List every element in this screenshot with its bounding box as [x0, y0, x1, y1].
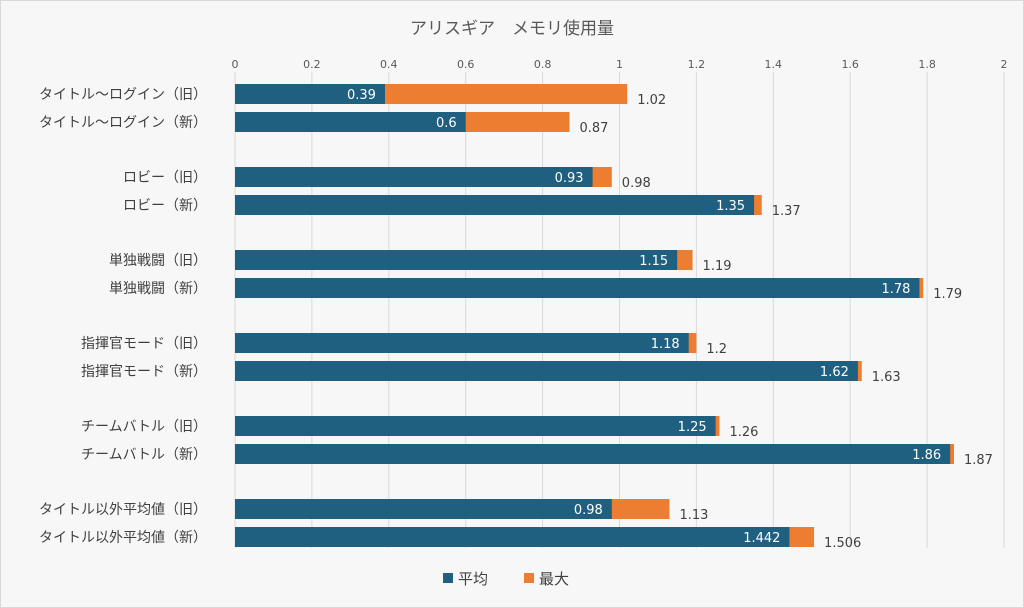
- data-label-max: 1.2: [706, 342, 727, 357]
- data-label-max: 1.37: [772, 204, 801, 219]
- legend: 平均 最大: [443, 570, 569, 588]
- data-label-max: 1.02: [637, 93, 666, 108]
- data-label-average: 1.25: [678, 420, 707, 435]
- data-label-average: 1.62: [820, 365, 849, 380]
- bar-average: [235, 416, 716, 436]
- legend-label-max: 最大: [539, 570, 569, 588]
- bar-average: [235, 527, 790, 547]
- gridlines: [234, 72, 1005, 548]
- x-tick-label: 0.4: [380, 58, 398, 71]
- data-label-average: 1.78: [881, 282, 910, 297]
- legend-swatch-max: [524, 573, 534, 583]
- category-label: 単独戦闘（新）: [109, 281, 207, 297]
- data-label-average: 0.39: [347, 88, 376, 103]
- data-label-max: 0.98: [622, 176, 651, 191]
- x-tick-label: 1.8: [918, 58, 936, 71]
- data-label-max: 0.87: [580, 121, 609, 136]
- category-labels: タイトル～ログイン（旧） タイトル～ログイン（新） ロビー（旧） ロビー（新） 単独戦闘…: [39, 87, 207, 546]
- x-tick-label: 1.2: [688, 58, 706, 71]
- data-label-max: 1.87: [964, 453, 993, 468]
- category-label: チームバトル（新）: [81, 447, 207, 463]
- data-labels: 0.39 1.02 0.6 0.87 0.93 0.98 1.35 1.37 1.15 1.19 1…: [347, 88, 993, 551]
- x-tick-label: 0.6: [457, 58, 475, 71]
- bar-average: [235, 112, 466, 132]
- legend-swatch-average: [443, 573, 453, 583]
- bar-average: [235, 444, 951, 464]
- category-label: 指揮官モード（旧）: [81, 336, 207, 352]
- data-label-max: 1.79: [933, 287, 962, 302]
- x-tick-label: 1.6: [841, 58, 859, 71]
- category-label: タイトル～ログイン（新）: [39, 115, 207, 131]
- chart-title: アリスギア メモリ使用量: [410, 18, 614, 39]
- data-label-average: 1.15: [639, 254, 668, 269]
- data-label-average: 1.35: [716, 199, 745, 214]
- category-label: 単独戦闘（旧）: [109, 253, 207, 269]
- bar-average: [235, 195, 755, 215]
- data-label-average: 1.86: [912, 448, 941, 463]
- data-label-max: 1.26: [729, 425, 758, 440]
- data-label-average: 0.6: [436, 116, 457, 131]
- x-tick-label: 0.2: [303, 58, 321, 71]
- bar-average: [235, 499, 612, 519]
- bar-average: [235, 278, 920, 298]
- data-label-average: 1.18: [651, 337, 680, 352]
- bar-average: [235, 361, 858, 381]
- data-label-max: 1.63: [872, 370, 901, 385]
- data-label-max: 1.19: [703, 259, 732, 274]
- x-tick-label: 0: [232, 58, 239, 71]
- data-label-average: 0.93: [555, 171, 584, 186]
- x-tick-label: 2: [1001, 58, 1008, 71]
- x-axis-ticks: 0 0.2 0.4 0.6 0.8 1 1.2 1.4 1.6 1.8 2: [232, 58, 1008, 71]
- category-label: 指揮官モード（新）: [81, 364, 207, 380]
- data-label-max: 1.506: [824, 536, 861, 551]
- bar-average: [235, 84, 385, 104]
- category-label: ロビー（新）: [123, 198, 207, 214]
- legend-label-average: 平均: [458, 570, 488, 588]
- category-label: チームバトル（旧）: [81, 419, 207, 435]
- bar-average: [235, 167, 593, 187]
- x-tick-label: 0.8: [534, 58, 552, 71]
- data-label-average: 0.98: [574, 503, 603, 518]
- x-tick-label: 1: [616, 58, 623, 71]
- category-label: ロビー（旧）: [123, 170, 207, 186]
- x-tick-label: 1.4: [765, 58, 783, 71]
- data-label-average: 1.442: [743, 531, 780, 546]
- data-label-max: 1.13: [679, 508, 708, 523]
- category-label: タイトル～ログイン（旧）: [39, 87, 207, 103]
- bars: [235, 84, 955, 547]
- bar-average: [235, 333, 689, 353]
- category-label: タイトル以外平均値（旧）: [39, 502, 207, 518]
- category-label: タイトル以外平均値（新）: [39, 530, 207, 546]
- bar-average: [235, 250, 678, 270]
